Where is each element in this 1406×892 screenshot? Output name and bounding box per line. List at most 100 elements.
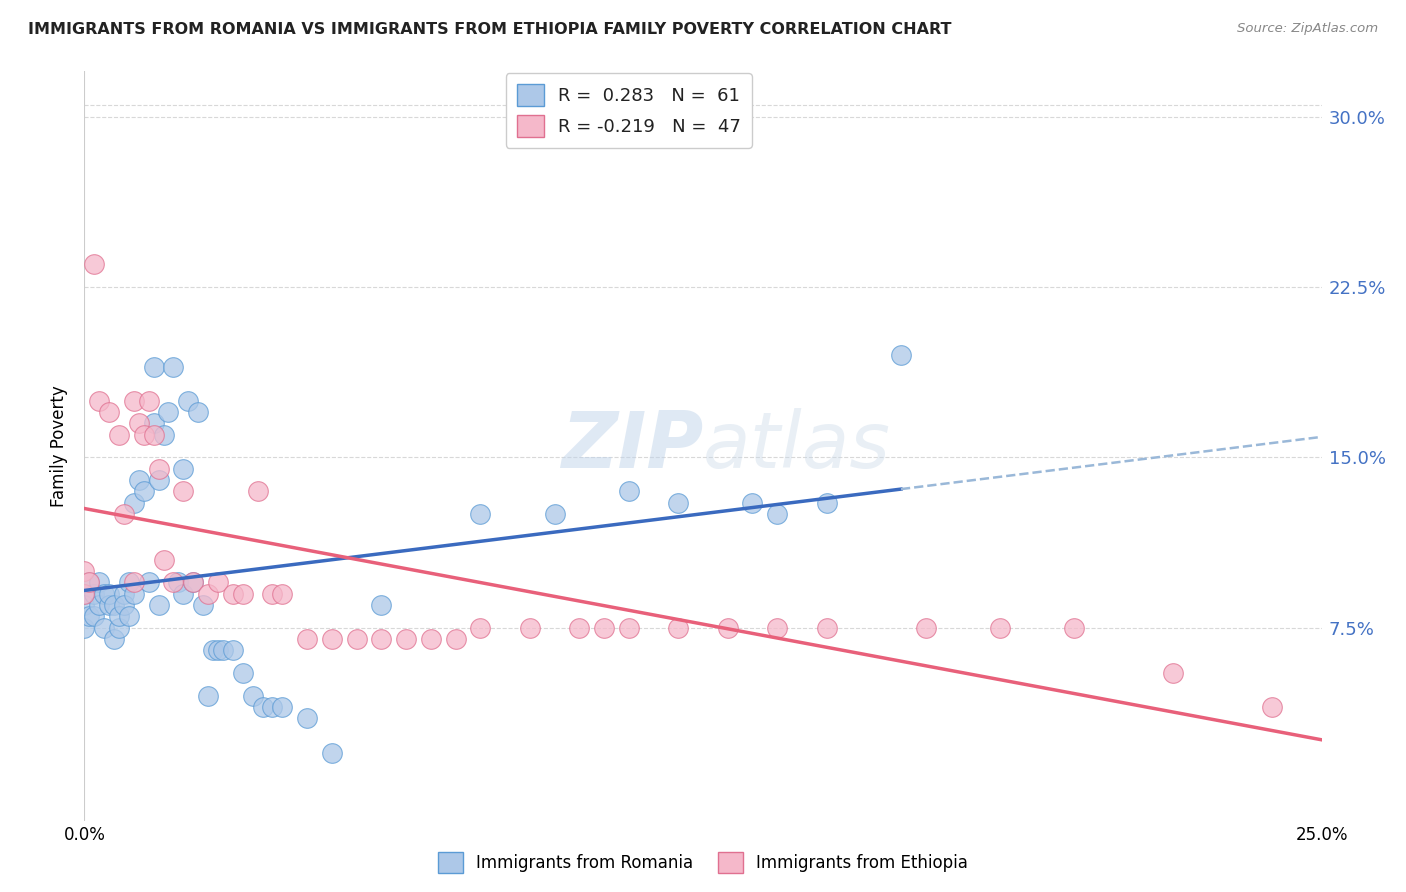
Point — [98, 586, 121, 600]
Point — [73, 598, 96, 612]
Point — [470, 621, 492, 635]
Point — [142, 427, 165, 442]
Point — [717, 621, 740, 635]
Point — [766, 507, 789, 521]
Point — [815, 621, 838, 635]
Legend: R =  0.283   N =  61, R = -0.219   N =  47: R = 0.283 N = 61, R = -0.219 N = 47 — [506, 73, 752, 148]
Point — [98, 405, 121, 419]
Point — [262, 586, 284, 600]
Point — [79, 575, 101, 590]
Point — [112, 507, 135, 521]
Point — [83, 257, 105, 271]
Point — [262, 700, 284, 714]
Point — [1161, 666, 1184, 681]
Point — [83, 609, 105, 624]
Point — [741, 496, 763, 510]
Point — [73, 621, 96, 635]
Point — [395, 632, 418, 646]
Point — [148, 473, 170, 487]
Point — [191, 598, 214, 612]
Point — [321, 746, 343, 760]
Point — [89, 598, 111, 612]
Point — [152, 552, 174, 566]
Point — [73, 564, 96, 578]
Point — [617, 621, 640, 635]
Point — [252, 700, 274, 714]
Point — [122, 575, 145, 590]
Point — [370, 598, 392, 612]
Point — [181, 575, 204, 590]
Point — [93, 621, 115, 635]
Point — [295, 632, 318, 646]
Text: IMMIGRANTS FROM ROMANIA VS IMMIGRANTS FROM ETHIOPIA FAMILY POVERTY CORRELATION C: IMMIGRANTS FROM ROMANIA VS IMMIGRANTS FR… — [28, 22, 952, 37]
Point — [815, 496, 838, 510]
Point — [79, 609, 101, 624]
Point — [152, 427, 174, 442]
Point — [132, 484, 155, 499]
Point — [202, 643, 225, 657]
Point — [118, 609, 141, 624]
Point — [122, 586, 145, 600]
Point — [222, 586, 245, 600]
Point — [112, 586, 135, 600]
Point — [128, 417, 150, 431]
Point — [172, 461, 194, 475]
Point — [207, 643, 229, 657]
Point — [112, 598, 135, 612]
Point — [212, 643, 235, 657]
Point — [246, 484, 269, 499]
Point — [167, 575, 190, 590]
Text: Source: ZipAtlas.com: Source: ZipAtlas.com — [1237, 22, 1378, 36]
Legend: Immigrants from Romania, Immigrants from Ethiopia: Immigrants from Romania, Immigrants from… — [432, 846, 974, 880]
Point — [157, 405, 180, 419]
Point — [232, 666, 254, 681]
Point — [93, 586, 115, 600]
Point — [222, 643, 245, 657]
Point — [172, 484, 194, 499]
Point — [197, 586, 219, 600]
Point — [666, 621, 689, 635]
Point — [73, 586, 96, 600]
Point — [197, 689, 219, 703]
Point — [122, 393, 145, 408]
Point — [321, 632, 343, 646]
Point — [988, 621, 1011, 635]
Point — [148, 461, 170, 475]
Point — [271, 700, 294, 714]
Point — [148, 598, 170, 612]
Point — [108, 609, 131, 624]
Point — [177, 393, 200, 408]
Text: ZIP: ZIP — [561, 408, 703, 484]
Point — [914, 621, 936, 635]
Point — [73, 586, 96, 600]
Point — [118, 575, 141, 590]
Point — [142, 417, 165, 431]
Point — [108, 427, 131, 442]
Point — [470, 507, 492, 521]
Point — [242, 689, 264, 703]
Point — [295, 711, 318, 725]
Point — [419, 632, 441, 646]
Point — [370, 632, 392, 646]
Point — [162, 359, 184, 374]
Point — [232, 586, 254, 600]
Point — [444, 632, 467, 646]
Y-axis label: Family Poverty: Family Poverty — [51, 385, 69, 507]
Point — [568, 621, 591, 635]
Point — [108, 621, 131, 635]
Point — [890, 348, 912, 362]
Point — [1063, 621, 1085, 635]
Text: atlas: atlas — [703, 408, 891, 484]
Point — [128, 473, 150, 487]
Point — [103, 632, 125, 646]
Point — [543, 507, 565, 521]
Point — [1261, 700, 1284, 714]
Point — [172, 586, 194, 600]
Point — [79, 575, 101, 590]
Point — [138, 393, 160, 408]
Point — [162, 575, 184, 590]
Point — [519, 621, 541, 635]
Point — [89, 393, 111, 408]
Point — [142, 359, 165, 374]
Point — [271, 586, 294, 600]
